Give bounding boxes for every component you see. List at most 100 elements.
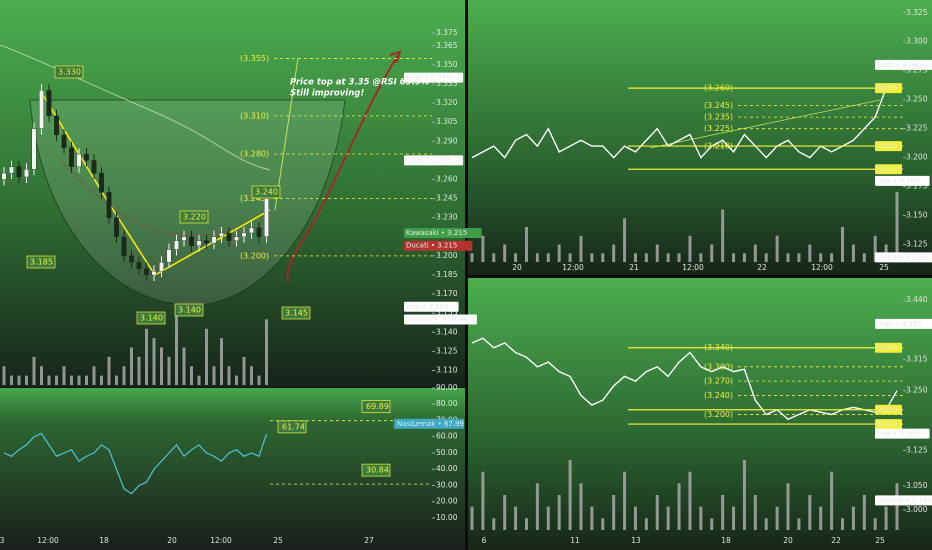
axis-marker-label: High • 3.280 <box>877 61 922 69</box>
y-tick-label: 3.325 <box>906 8 928 17</box>
volume-bar <box>250 366 253 385</box>
volume-bar <box>601 253 605 262</box>
volume-bar <box>220 338 223 385</box>
axis-marker <box>875 83 902 94</box>
candle-body <box>129 255 134 263</box>
x-tick-label: 12:00 <box>682 263 704 272</box>
divider <box>465 0 468 550</box>
volume-bar <box>10 375 13 385</box>
volume-bar <box>2 366 6 385</box>
level-label: (3.280) <box>240 150 269 159</box>
volume-bar <box>612 495 616 530</box>
axis-marker-label: Volume • 3.503M <box>406 316 467 324</box>
y-tick-label: 3.245 <box>436 194 458 203</box>
right-bottom-pane <box>468 278 932 550</box>
axis-marker-label: Ducati • 3.215 <box>406 242 457 250</box>
volume-bar <box>612 244 616 262</box>
volume-bar <box>873 235 877 262</box>
y-tick-label: 50.00 <box>436 448 458 457</box>
divider <box>468 275 932 278</box>
volume-bar <box>753 244 757 262</box>
candle-body <box>166 249 172 263</box>
y-tick-label: 3.200 <box>906 153 928 162</box>
candle-body <box>106 192 112 218</box>
axis-marker <box>875 404 902 415</box>
volume-bar <box>819 253 823 262</box>
callout <box>136 311 166 325</box>
projection-line <box>274 57 299 211</box>
callout <box>277 420 307 434</box>
volume-bar <box>775 506 779 530</box>
candle-body <box>69 147 74 167</box>
y-tick-label: 3.335 <box>436 79 458 88</box>
volume-bar <box>732 253 736 262</box>
x-tick-label: 25 <box>879 263 889 272</box>
volume-bar <box>122 366 126 385</box>
y-tick-label: 60.00 <box>436 432 458 441</box>
volume-bar <box>677 253 681 262</box>
y-tick-label: 3.000 <box>906 505 928 514</box>
left-pane <box>0 0 465 387</box>
y-tick-label: 80.00 <box>436 399 458 408</box>
volume-bar <box>579 483 583 530</box>
candle-body <box>24 169 29 178</box>
axis-marker-label: 3.260 <box>877 84 897 92</box>
volume-bar <box>47 375 51 385</box>
volume-bar <box>17 375 21 385</box>
candle-body <box>241 232 247 237</box>
axis-marker <box>875 318 932 329</box>
level-label: (3.235) <box>704 113 733 122</box>
x-tick-label: 12:00 <box>37 536 59 545</box>
candle-body <box>189 236 194 246</box>
volume-bar <box>655 495 659 530</box>
volume-bar <box>742 460 746 530</box>
volume-bar <box>175 310 178 385</box>
y-tick-label: 3.225 <box>906 124 928 133</box>
candle-body <box>219 232 224 237</box>
volume-bar <box>242 356 246 385</box>
volume-bar <box>764 518 768 530</box>
y-tick-label: 3.350 <box>436 60 458 69</box>
axis-marker <box>875 428 930 439</box>
candle-body <box>174 240 179 250</box>
y-tick-label: 3.170 <box>436 289 458 298</box>
y-tick-label: 20.00 <box>436 497 458 506</box>
volume-bar <box>851 244 855 262</box>
volume-bar <box>797 253 801 262</box>
y-tick-label: 3.175 <box>906 182 928 191</box>
volume-bar <box>62 366 66 385</box>
volume-bar <box>808 244 812 262</box>
x-tick-label: 25 <box>875 536 885 545</box>
y-tick-label: 10.00 <box>436 513 458 522</box>
volume-bar <box>100 375 103 385</box>
volume-bar <box>688 235 692 262</box>
y-tick-label: 3.125 <box>436 346 458 355</box>
volume-bar <box>197 375 201 385</box>
axis-marker-label: High • 3.390 <box>877 320 922 328</box>
volume-bar <box>819 506 823 530</box>
candle-body <box>76 153 82 167</box>
axis-marker-label: 3.210 <box>877 142 897 150</box>
candle-body <box>204 240 209 244</box>
axis-marker-label: NasiLemak • 67.99 <box>397 420 464 428</box>
volume-bar <box>873 518 877 530</box>
candle-body <box>114 217 119 237</box>
volume-bar <box>666 506 670 530</box>
volume-bar <box>633 506 637 530</box>
volume-bar <box>492 518 496 530</box>
x-tick-label: 18 <box>99 536 109 545</box>
candle-body <box>144 268 149 276</box>
candle-body <box>264 198 269 237</box>
volume-bar <box>70 375 73 385</box>
y-tick-label: 40.00 <box>436 464 458 473</box>
callout <box>54 65 84 79</box>
y-tick-label: 3.320 <box>436 98 458 107</box>
volume-bar <box>841 227 845 262</box>
rsi-pane <box>0 388 465 550</box>
volume-bar <box>699 253 703 262</box>
volume-bar <box>145 328 148 385</box>
callout-label: 3.220 <box>183 213 206 222</box>
axis-marker <box>394 418 464 429</box>
y-tick-label: 3.230 <box>436 213 458 222</box>
